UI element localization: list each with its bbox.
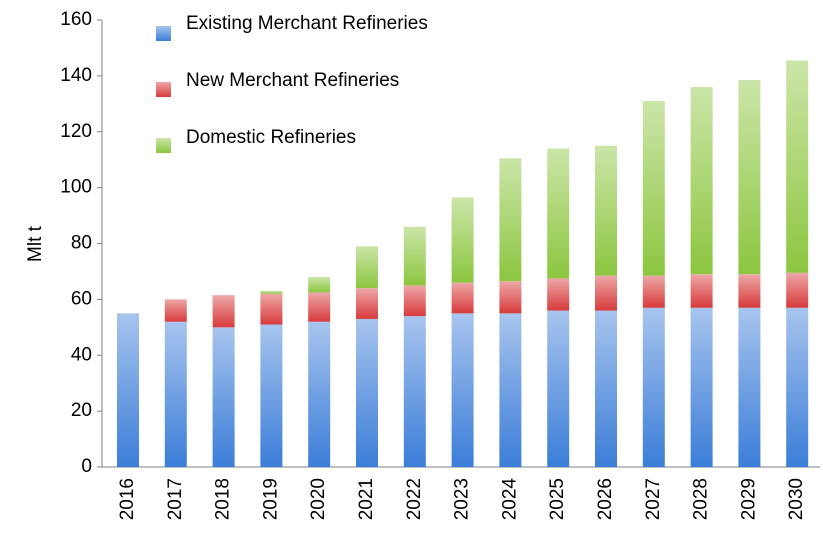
- bar-segment: [403, 285, 426, 317]
- x-tick-label: 2021: [356, 478, 377, 520]
- bar-segment: [308, 321, 331, 467]
- x-tick-label: 2017: [165, 478, 186, 520]
- bar-segment: [164, 299, 187, 322]
- bar-segment: [260, 324, 283, 467]
- x-tick-label: 2016: [117, 478, 138, 520]
- legend-label: Domestic Refineries: [186, 127, 356, 148]
- bar-segment: [260, 290, 283, 294]
- bar-segment: [403, 316, 426, 467]
- bar-segment: [308, 277, 331, 293]
- bar-segment: [356, 288, 378, 319]
- bar-segment: [260, 293, 283, 325]
- bar-segment: [547, 148, 570, 279]
- bar-segment: [786, 272, 809, 308]
- bar-segment: [642, 275, 665, 308]
- legend-swatch: [156, 82, 171, 97]
- y-tick-label: 40: [71, 344, 92, 365]
- bar-segment: [595, 275, 617, 311]
- bar-segment: [690, 87, 713, 275]
- y-axis-label: Mlt t: [25, 225, 46, 262]
- legend-label: New Merchant Refineries: [186, 70, 399, 91]
- legend-swatch: [156, 138, 171, 153]
- x-tick-label: 2026: [595, 478, 616, 520]
- bar-segment: [786, 307, 809, 467]
- x-tick-label: 2023: [452, 478, 473, 520]
- x-tick-label: 2028: [691, 478, 712, 520]
- bar-segment: [499, 281, 522, 314]
- bar-segment: [451, 313, 474, 467]
- bar-segment: [499, 313, 522, 467]
- bar-segment: [164, 321, 187, 467]
- bar-segment: [356, 318, 378, 467]
- y-tick-label: 160: [60, 9, 92, 30]
- bar-segment: [738, 307, 761, 467]
- y-tick-label: 100: [60, 177, 92, 198]
- bar-segment: [690, 307, 713, 467]
- y-tick-label: 80: [71, 233, 92, 254]
- x-tick-label: 2022: [404, 478, 425, 520]
- bar-segment: [595, 145, 617, 276]
- legend-label: Existing Merchant Refineries: [186, 13, 428, 34]
- bar-segment: [212, 295, 235, 328]
- x-tick-label: 2020: [308, 478, 329, 520]
- bar-segment: [642, 307, 665, 467]
- bar-segment: [547, 310, 570, 467]
- bar-segment: [642, 101, 665, 276]
- bar-segment: [738, 80, 761, 275]
- bar-segment: [308, 292, 331, 322]
- bar-segment: [690, 274, 713, 308]
- bar-segment: [547, 278, 570, 311]
- bar-segment: [451, 282, 474, 314]
- bar-segment: [499, 158, 522, 282]
- x-tick-label: 2025: [547, 478, 568, 520]
- bar-segment: [117, 313, 139, 467]
- legend-swatch: [156, 26, 171, 41]
- bar-segment: [738, 274, 761, 308]
- x-tick-label: 2024: [499, 478, 520, 521]
- bar-segment: [356, 246, 378, 289]
- y-tick-label: 120: [60, 121, 92, 142]
- y-tick-label: 140: [60, 65, 92, 86]
- y-tick-label: 20: [71, 400, 92, 421]
- bar-segment: [451, 197, 474, 283]
- x-tick-label: 2027: [643, 478, 664, 520]
- bar-segment: [786, 60, 809, 273]
- x-tick-label: 2019: [260, 478, 281, 520]
- x-tick-label: 2029: [738, 478, 759, 520]
- x-tick-label: 2018: [213, 478, 234, 520]
- x-tick-label: 2030: [786, 478, 807, 520]
- bar-segment: [403, 226, 426, 286]
- bar-segment: [212, 327, 235, 467]
- bar-segment: [595, 310, 617, 467]
- y-tick-label: 60: [71, 288, 92, 309]
- y-tick-label: 0: [81, 456, 92, 477]
